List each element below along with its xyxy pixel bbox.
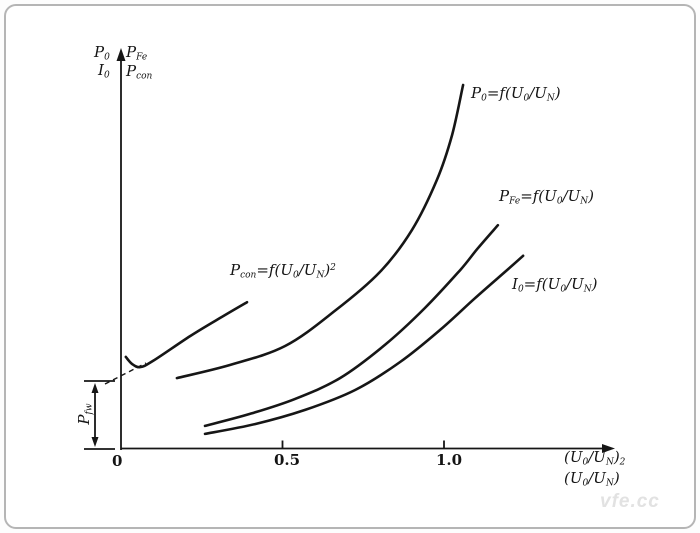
curve-pcon [124,300,249,369]
curve-i0 [203,254,525,436]
curve-p0 [175,83,465,380]
y-axis-label-pfe: PFe [126,43,148,63]
curve-label-p0: P0=f(U0/UN) [471,84,561,104]
curve-label-i0: I0=f(U0/UN) [512,275,598,295]
y-axis-arrowhead-icon [116,48,126,61]
y-axis-label-i0: I0 [98,61,110,81]
watermark: vfe.cc [600,491,660,512]
y-axis-label-p0: P0 [94,43,110,63]
x-axis-unit-bottom: (U0/UN) [564,469,620,489]
image-frame [4,4,696,529]
x-axis-arrowhead-icon [602,444,615,453]
pfw-arrow-up-icon [91,383,99,393]
x-tick-label-0: 0 [112,452,123,470]
x-tick-label-1-0: 1.0 [436,451,463,469]
curve-pfe [203,223,500,428]
pfw-label: Pfw [75,403,95,425]
x-tick-marks [281,440,445,448]
x-tick-label-0-5: 0.5 [274,451,301,469]
curve-label-pfe: PFe=f(U0/UN) [499,187,594,207]
y-axis-label-pcon: Pcon [126,62,153,82]
x-axis-unit-top: (U0/UN)2 [564,448,626,468]
pfw-arrow-down-icon [91,437,99,447]
curve-label-pcon: Pcon=f(U0/UN)2 [230,261,336,281]
